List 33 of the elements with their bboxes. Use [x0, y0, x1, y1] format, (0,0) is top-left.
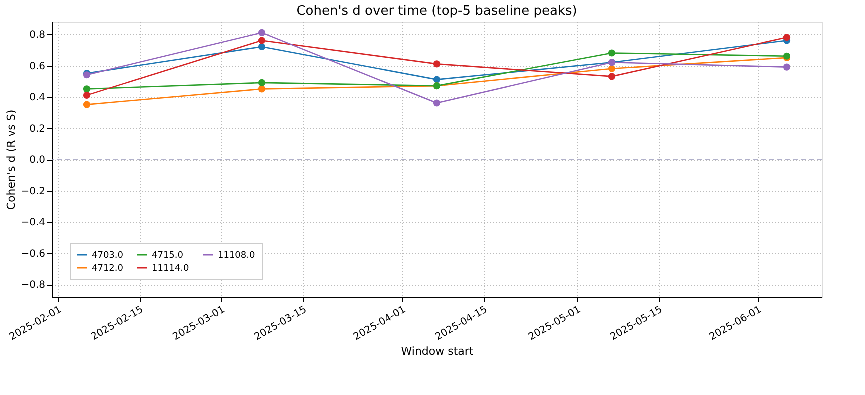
y-tick-label: 0.4: [30, 92, 46, 104]
point: [608, 50, 616, 57]
point: [258, 29, 266, 36]
y-tick-label: 0.0: [30, 155, 46, 166]
point: [608, 65, 616, 72]
point: [83, 86, 91, 93]
x-axis-title: Window start: [401, 345, 474, 358]
point: [258, 79, 266, 86]
point: [258, 43, 266, 51]
point: [783, 34, 791, 42]
point: [258, 86, 266, 93]
legend-label: 11114.0: [152, 264, 190, 274]
point: [83, 101, 91, 108]
y-tick-label: −0.8: [21, 280, 46, 291]
y-tick-label: 0.2: [30, 124, 46, 135]
point: [83, 92, 91, 99]
legend-label: 4712.0: [92, 264, 124, 274]
point: [258, 37, 266, 44]
y-tick-label: 0.8: [30, 30, 46, 41]
y-tick-label: −0.2: [21, 186, 46, 198]
y-tick-label: −0.6: [21, 248, 46, 260]
y-axis-title: Cohen's d (R vs S): [5, 110, 18, 210]
legend-label: 4715.0: [152, 251, 184, 261]
point: [433, 100, 441, 107]
point: [433, 76, 441, 84]
legend-label: 11108.0: [218, 251, 256, 261]
y-tick-label: −0.4: [21, 218, 46, 228]
legend-label: 4703.0: [92, 251, 124, 261]
y-tick-label: 0.6: [30, 61, 46, 72]
point: [783, 64, 791, 71]
chart-title: Cohen's d over time (top-5 baseline peaks): [296, 4, 578, 19]
point: [608, 73, 616, 80]
point: [433, 60, 441, 68]
